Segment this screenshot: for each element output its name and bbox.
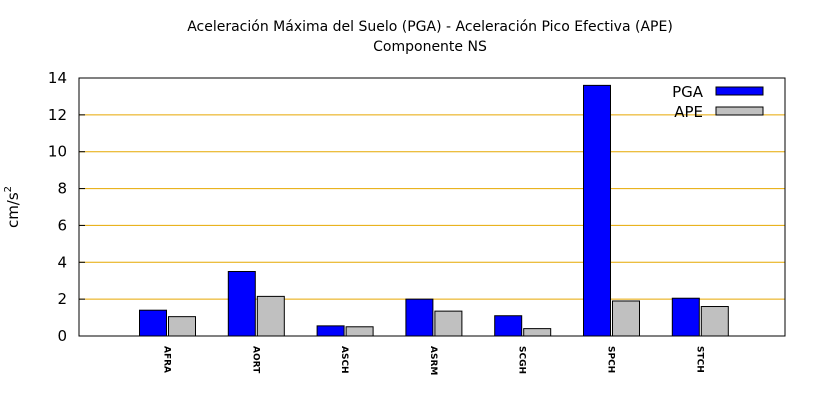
bar-ape-asrm <box>434 310 463 337</box>
y-tick-label: 2 <box>57 290 67 308</box>
y-tick-label: 6 <box>57 216 67 234</box>
y-tick-label: 10 <box>48 143 67 161</box>
plot-frame <box>78 77 786 337</box>
grid-lines <box>79 114 785 300</box>
bar-pga-scgh <box>494 315 523 337</box>
x-category-label: STCH <box>694 346 704 373</box>
y-tick-label: 8 <box>57 180 67 198</box>
y-tick-label: 0 <box>57 327 67 345</box>
bar-ape-stch <box>700 306 729 337</box>
x-category-label: ASRM <box>428 346 438 375</box>
x-axis-categories: AFRA AORT ASCH ASRM SCGH SPCH STCH <box>162 346 705 375</box>
x-category-label: SPCH <box>606 346 616 373</box>
y-axis-ticks: 0 2 4 6 8 10 12 14 <box>48 69 85 345</box>
bar-ape-afra <box>168 316 196 337</box>
y-axis-label-superscript: 2 <box>3 186 14 192</box>
y-axis-label-base: cm/s <box>4 192 22 228</box>
chart-title: Aceleración Máxima del Suelo (PGA) - Ace… <box>187 19 673 35</box>
bar-pga-aort <box>227 271 256 337</box>
y-axis-label: cm/s2 <box>3 186 22 228</box>
x-category-label: AORT <box>250 346 260 374</box>
legend-swatch-ape <box>715 106 764 116</box>
legend: PGA APE <box>672 83 764 121</box>
bar-pga-asch <box>316 325 345 337</box>
x-category-label: ASCH <box>339 346 349 374</box>
bar-pga-afra <box>139 309 167 337</box>
bar-pga-spch <box>583 84 611 337</box>
legend-label-pga: PGA <box>672 83 704 101</box>
legend-swatch-pga <box>715 86 764 96</box>
y-tick-label: 4 <box>57 253 67 271</box>
chart-subtitle: Componente NS <box>373 39 487 55</box>
x-category-label: SCGH <box>517 346 527 374</box>
y-tick-label: 14 <box>48 69 67 87</box>
bar-ape-aort <box>256 295 285 337</box>
svg-text:cm/s2: cm/s2 <box>3 186 22 228</box>
bar-pga-asrm <box>405 298 434 337</box>
bar-ape-spch <box>612 300 640 337</box>
bar-ape-asch <box>345 326 374 337</box>
bars <box>139 84 729 337</box>
legend-label-ape: APE <box>674 103 703 121</box>
bar-pga-stch <box>671 297 700 337</box>
x-category-label: AFRA <box>162 346 172 373</box>
bar-ape-scgh <box>523 328 552 337</box>
y-tick-label: 12 <box>48 106 67 124</box>
